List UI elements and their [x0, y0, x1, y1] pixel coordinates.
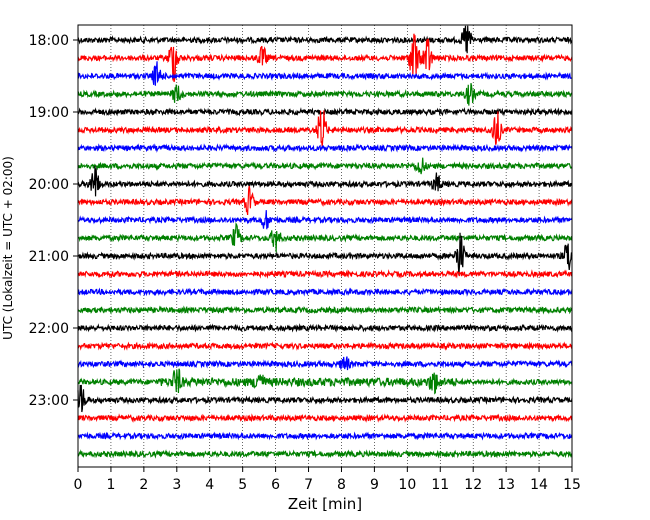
x-tick-label-13: 13: [497, 477, 515, 493]
x-tick-label-0: 0: [74, 477, 83, 493]
trace-2115: [77, 269, 573, 279]
x-tick-label-7: 7: [304, 477, 313, 493]
x-axis-label: Zeit [min]: [288, 495, 362, 513]
trace-1800: [77, 25, 573, 54]
y-tick-label-2200: 22:00: [29, 321, 69, 337]
trace-2000: [77, 165, 573, 197]
x-tick-label-10: 10: [398, 477, 416, 493]
trace-2030: [77, 210, 573, 230]
trace-2315: [77, 413, 573, 423]
y-tick-label-1900: 19:00: [29, 105, 69, 121]
trace-1945: [77, 157, 573, 175]
trace-1815: [77, 33, 573, 83]
x-tick-label-15: 15: [563, 477, 581, 493]
x-tick-label-5: 5: [238, 477, 247, 493]
y-tick-label-2100: 21:00: [29, 249, 69, 265]
y-tick-label-2000: 20:00: [29, 177, 69, 193]
y-axis: 18:00 19:00 20:00 21:00 22:00 23:00: [29, 33, 78, 409]
x-tick-label-6: 6: [271, 477, 280, 493]
trace-1900: [77, 107, 573, 117]
seismogram-traces: [77, 25, 573, 459]
trace-1830: [77, 61, 573, 86]
trace-2245: [77, 368, 573, 395]
x-tick-label-4: 4: [205, 477, 214, 493]
x-tick-label-8: 8: [337, 477, 346, 493]
trace-2300: [77, 384, 573, 413]
trace-2015: [77, 185, 573, 216]
trace-1845: [77, 83, 573, 106]
trace-2100: [77, 232, 573, 276]
y-tick-label-1800: 18:00: [29, 33, 69, 49]
x-tick-label-12: 12: [464, 477, 482, 493]
trace-2215: [77, 341, 573, 351]
y-tick-label-2300: 23:00: [29, 393, 69, 409]
trace-2045: [77, 222, 573, 253]
trace-1930: [77, 143, 573, 153]
y-axis-label: UTC (Lokalzeit = UTC + 02:00): [1, 156, 15, 340]
x-axis: 0 1 2 3 4 5 6 7 8 9 10 11 12 13 14 15: [74, 467, 581, 493]
trace-2145: [77, 305, 573, 315]
x-tick-label-3: 3: [172, 477, 181, 493]
trace-2345: [77, 449, 573, 459]
x-tick-label-1: 1: [106, 477, 115, 493]
plot-frame: [77, 24, 573, 468]
x-tick-label-14: 14: [530, 477, 548, 493]
trace-2230: [77, 356, 573, 371]
x-tick-label-11: 11: [431, 477, 449, 493]
trace-2330: [77, 431, 573, 441]
trace-2200: [77, 323, 573, 333]
x-tick-label-2: 2: [139, 477, 148, 493]
trace-1915: [77, 110, 573, 148]
trace-2130: [77, 287, 573, 297]
x-tick-label-9: 9: [370, 477, 379, 493]
